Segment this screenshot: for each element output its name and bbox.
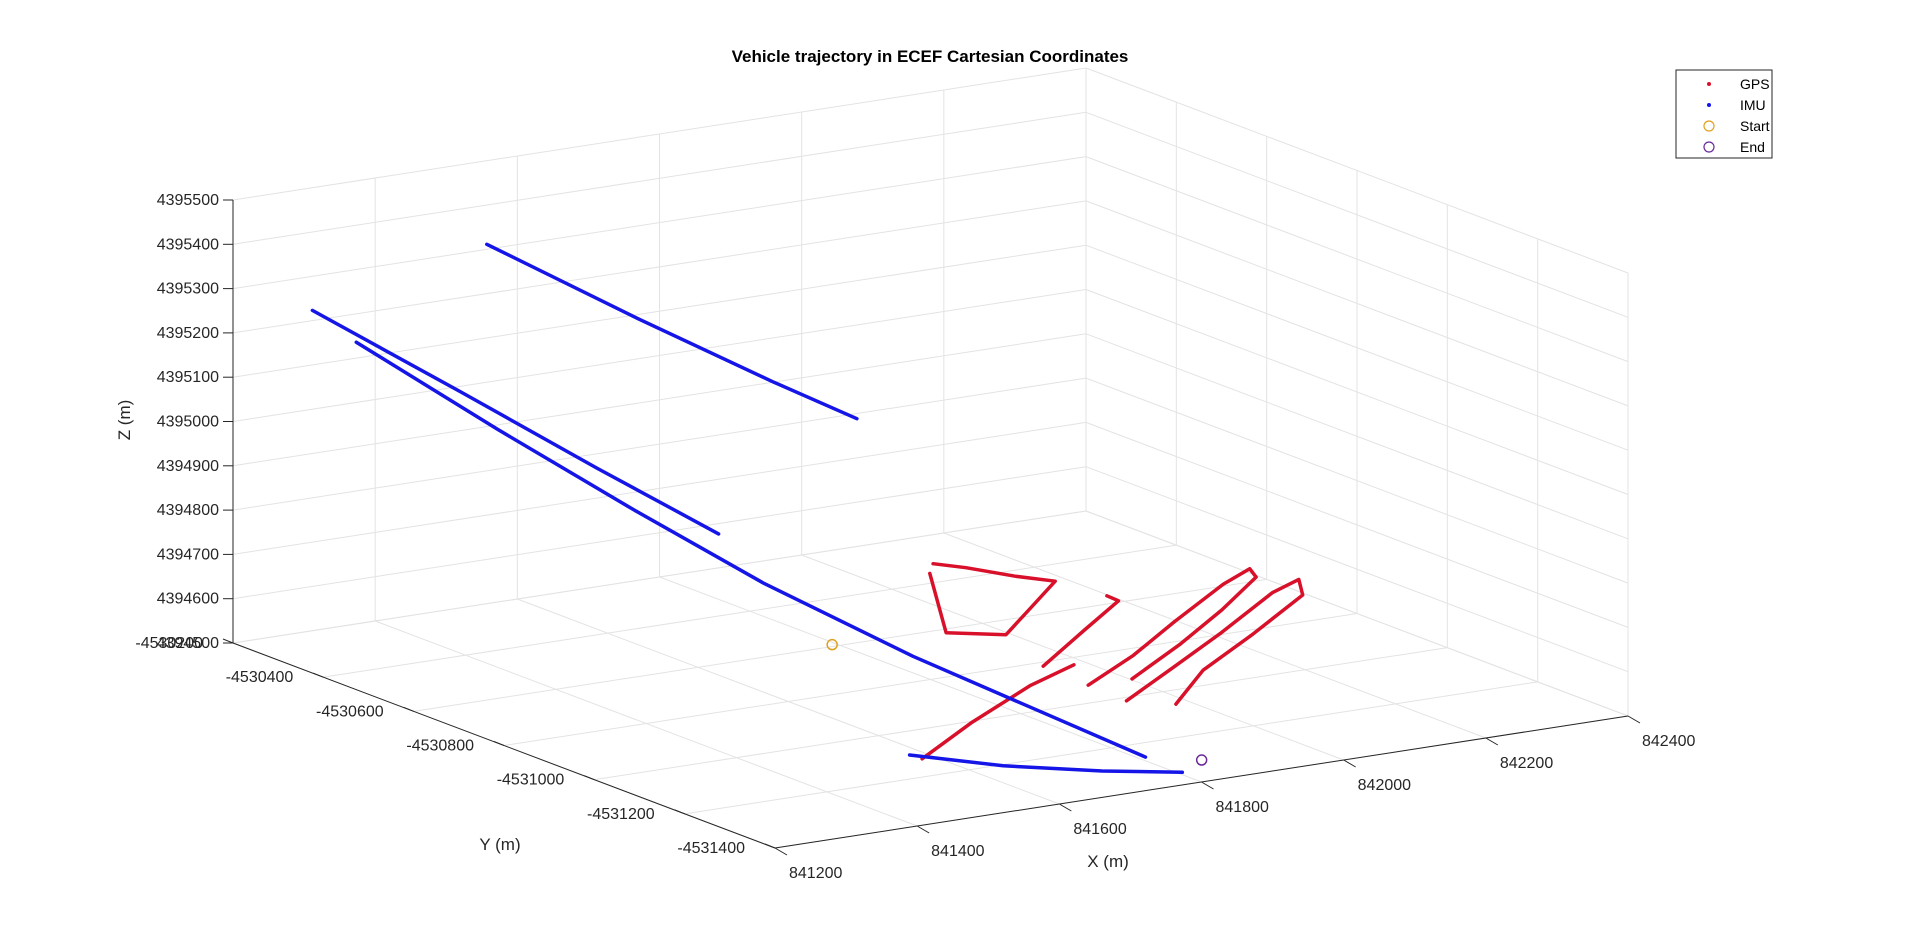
z-tick-label: 4394600	[157, 591, 219, 608]
axes-layer: 841200 841400 841600 841800 842000 842200 8424…	[135, 192, 1695, 882]
legend-label-end: End	[1740, 139, 1765, 155]
grid-line	[1085, 244, 1629, 451]
series-gps-track	[920, 663, 1076, 761]
grid-line	[1085, 156, 1629, 363]
z-tick-label: 4394500	[157, 635, 219, 652]
end-marker	[1195, 754, 1208, 766]
data-layer	[310, 242, 1305, 775]
z-tick-label: 4394900	[157, 458, 219, 475]
grid-line	[232, 377, 1087, 511]
series-gps-track	[1124, 577, 1305, 706]
z-tick-label: 4395500	[157, 192, 219, 209]
legend-box	[1675, 69, 1773, 159]
series-gps-track	[928, 561, 1057, 637]
series-gps-track	[1086, 566, 1258, 687]
x-tick	[1059, 803, 1072, 812]
grid-line	[232, 333, 1087, 467]
grid-line	[1085, 67, 1629, 274]
grid-line	[232, 289, 1087, 422]
legend-marker-end	[1703, 141, 1715, 153]
grid-line	[232, 421, 1087, 555]
legend-marker-start	[1703, 120, 1715, 132]
grid-line	[1085, 200, 1629, 407]
y-tick	[674, 809, 685, 815]
x-tick	[1201, 781, 1214, 790]
z-tick-label: 4394800	[157, 502, 219, 519]
grid-line	[594, 647, 1448, 781]
z-tick-label: 4395000	[157, 414, 219, 431]
grid-line	[1085, 333, 1629, 540]
grid-line	[232, 156, 1087, 290]
y-tick-label: -4530200	[135, 635, 203, 652]
x-axis-label: X (m)	[1087, 852, 1129, 871]
y-tick	[313, 672, 324, 678]
x-tick	[1485, 737, 1499, 746]
z-tick-label: 4395100	[157, 369, 219, 386]
start-marker	[826, 638, 838, 651]
grid-line	[1085, 421, 1629, 628]
z-tick-label: 4395200	[157, 325, 219, 342]
series-imu-track	[310, 308, 721, 536]
grid-line	[1085, 466, 1629, 673]
z-tick-label: 4394700	[157, 546, 219, 563]
x-tick-label: 841800	[1216, 799, 1269, 816]
legend-label-gps: GPS	[1740, 76, 1770, 92]
grid-line	[232, 510, 1087, 644]
z-tick-label: 4395300	[157, 281, 219, 298]
x-tick	[774, 847, 788, 856]
series-imu-track	[907, 753, 1185, 775]
x-tick-label: 842400	[1642, 733, 1695, 750]
y-tick-label: -4530400	[226, 669, 294, 686]
grid-layer	[232, 67, 1629, 849]
y-axis-label: Y (m)	[479, 835, 520, 854]
grid-line	[413, 578, 1267, 712]
grid-line	[1085, 111, 1629, 318]
grid-line	[503, 613, 1358, 746]
chart-title: Vehicle trajectory in ECEF Cartesian Coo…	[732, 47, 1129, 66]
y-tick-label: -4530600	[316, 703, 384, 720]
y-tick-label: -4531200	[587, 806, 655, 823]
y-tick-label: -4531000	[497, 772, 565, 789]
y-tick	[764, 843, 776, 849]
x-tick	[1627, 715, 1641, 724]
z-tick-label: 4395400	[157, 236, 219, 253]
legend-marker-imu	[1707, 103, 1711, 107]
grid-line	[1085, 510, 1629, 717]
grid-line	[232, 111, 1087, 245]
grid-line	[232, 200, 1087, 334]
grid-line	[232, 67, 1087, 201]
x-tick-label: 841600	[1073, 821, 1126, 838]
x-tick	[916, 825, 930, 834]
series-gps-track	[1041, 594, 1121, 668]
series-imu-track	[354, 340, 1148, 759]
legend-label-start: Start	[1740, 118, 1770, 134]
series-imu-track	[485, 242, 859, 421]
x-tick	[1343, 759, 1356, 768]
y-tick	[584, 775, 595, 781]
grid-line	[1085, 377, 1629, 584]
legend[interactable]: GPS IMU Start End	[1675, 69, 1773, 159]
y-tick-label: -4531400	[677, 840, 745, 857]
z-axis-label: Z (m)	[115, 400, 134, 441]
y-tick-label: -4530800	[406, 738, 474, 755]
grid-line	[232, 466, 1087, 600]
y-tick	[222, 638, 234, 644]
x-tick-label: 842200	[1500, 755, 1553, 772]
y-tick	[493, 741, 505, 746]
x-tick-label: 841200	[789, 865, 842, 882]
grid-line	[323, 544, 1177, 678]
y-tick	[403, 706, 414, 712]
x-tick-label: 841400	[931, 843, 984, 860]
legend-marker-gps	[1707, 82, 1711, 86]
x-tick-label: 842000	[1358, 777, 1411, 794]
legend-label-imu: IMU	[1740, 97, 1766, 113]
grid-line	[684, 681, 1538, 815]
grid-line	[1085, 289, 1629, 495]
